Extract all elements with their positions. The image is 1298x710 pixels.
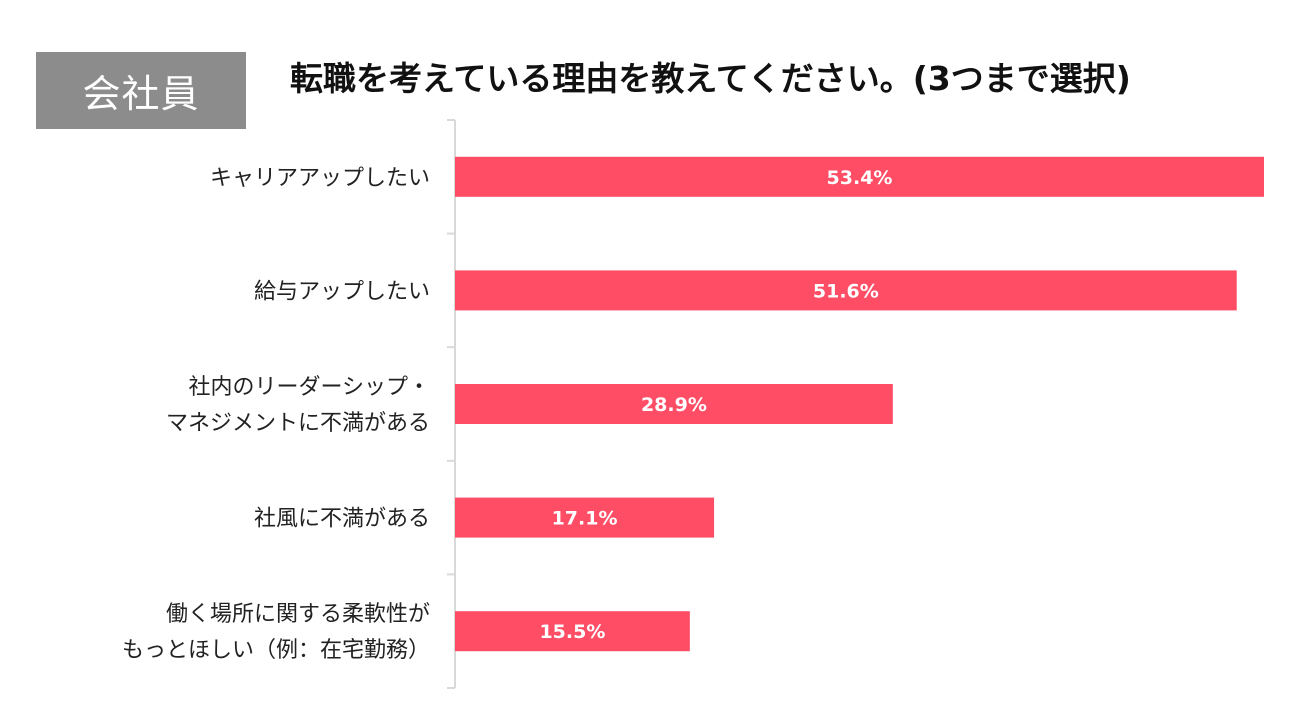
bar-value-label: 15.5%	[539, 621, 605, 643]
respondent-group-label: 会社員	[82, 72, 200, 116]
bar	[455, 156, 1264, 197]
bar-value-label: 28.9%	[641, 394, 707, 416]
chart-title: 転職を考えている理由を教えてください。(3つまで選択)	[290, 59, 1131, 98]
bar-value-label: 17.1%	[552, 508, 618, 530]
category-label: 働く場所に関する柔軟性が	[166, 602, 430, 627]
bar-value-label: 51.6%	[813, 280, 879, 302]
category-label: 社内のリーダーシップ・	[188, 375, 430, 400]
bar	[455, 384, 893, 424]
category-label: 社風に不満がある	[254, 507, 430, 532]
bar	[455, 497, 715, 538]
category-label: キャリアアップしたい	[210, 166, 430, 191]
category-label: マネジメントに不満がある	[166, 411, 430, 436]
respondent-group-badge: 会社員	[36, 52, 246, 129]
category-label: もっとほしい（例：在宅勤務）	[122, 638, 430, 663]
bar-value-label: 53.4%	[827, 167, 893, 189]
category-label: 給与アップしたい	[254, 279, 430, 304]
bar	[455, 270, 1237, 311]
bar	[455, 611, 690, 652]
